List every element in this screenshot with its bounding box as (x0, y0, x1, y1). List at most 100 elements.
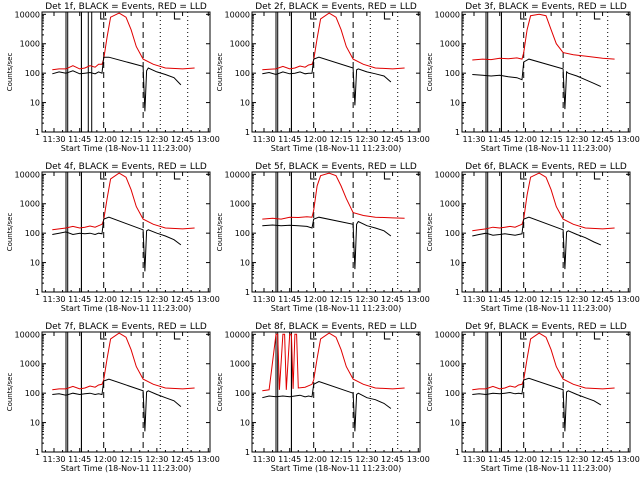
x-tick-label: 12:45 (591, 295, 614, 304)
lld-series-line (52, 332, 195, 391)
y-tick-label: 10 (240, 99, 250, 108)
x-tick-label: 12:00 (514, 295, 537, 304)
y-tick-label: 10 (30, 259, 40, 268)
y-tick-label: 10000 (15, 170, 40, 179)
y-tick-label: 100 (445, 389, 460, 398)
y-tick-label: 100 (445, 229, 460, 238)
events-series-line (262, 380, 392, 432)
y-tick-label: 10000 (225, 170, 250, 179)
y-tick-label: 100 (235, 229, 250, 238)
top-marker (593, 12, 601, 20)
x-axis-title: Start Time (18-Nov-11 11:23:00) (271, 304, 401, 313)
events-series-line (262, 216, 392, 270)
y-tick-label: 1000 (230, 200, 250, 209)
top-marker (173, 12, 181, 20)
x-tick-label: 11:30 (42, 295, 65, 304)
x-axis-title: Start Time (18-Nov-11 11:23:00) (481, 144, 611, 153)
x-tick-label: 12:15 (330, 135, 353, 144)
lld-series-line (262, 12, 405, 71)
top-marker (383, 332, 391, 340)
y-tick-label: 1000 (20, 200, 40, 209)
x-tick-label: 12:45 (381, 135, 404, 144)
lld-series-line (262, 172, 405, 220)
events-series-line (262, 56, 392, 106)
y-axis-title: Counts/sec (6, 53, 14, 92)
y-tick-label: 1 (35, 288, 40, 297)
y-axis-title: Counts/sec (6, 373, 14, 412)
top-marker (100, 332, 107, 340)
lld-series-line (52, 172, 195, 231)
x-tick-label: 12:45 (381, 295, 404, 304)
x-tick-label: 13:00 (407, 135, 430, 144)
x-tick-label: 11:45 (68, 295, 91, 304)
y-axis-title: Counts/sec (216, 213, 224, 252)
x-tick-label: 11:30 (252, 295, 275, 304)
x-tick-label: 12:15 (540, 135, 563, 144)
panel-title: Det 5f, BLACK = Events, RED = LLD (255, 162, 417, 172)
plot-frame (251, 171, 421, 293)
x-tick-label: 12:45 (591, 455, 614, 464)
events-series-line (472, 377, 602, 432)
x-tick-label: 12:30 (145, 135, 168, 144)
plot-frame (41, 171, 211, 293)
x-tick-label: 11:45 (278, 455, 301, 464)
x-tick-label: 11:30 (252, 135, 275, 144)
events-series-line (52, 216, 182, 272)
y-tick-label: 10 (240, 419, 250, 428)
y-tick-label: 100 (25, 229, 40, 238)
x-axis-title: Start Time (18-Nov-11 11:23:00) (271, 144, 401, 153)
y-tick-label: 100 (25, 69, 40, 78)
x-tick-label: 11:45 (68, 135, 91, 144)
top-marker (100, 172, 107, 180)
y-tick-label: 1000 (440, 360, 460, 369)
x-tick-label: 12:45 (171, 455, 194, 464)
panel-title: Det 9f, BLACK = Events, RED = LLD (465, 322, 627, 332)
y-tick-label: 10000 (435, 10, 460, 19)
panel-title: Det 3f, BLACK = Events, RED = LLD (465, 2, 627, 12)
plot-frame (41, 11, 211, 133)
y-tick-label: 1 (245, 128, 250, 137)
y-tick-label: 10 (450, 99, 460, 108)
x-tick-label: 12:00 (514, 135, 537, 144)
plot-frame (461, 11, 631, 133)
x-tick-label: 11:45 (488, 135, 511, 144)
y-tick-label: 1 (245, 448, 250, 457)
x-axis-title: Start Time (18-Nov-11 11:23:00) (61, 304, 191, 313)
top-marker (383, 172, 391, 180)
y-tick-label: 10000 (435, 330, 460, 339)
x-tick-label: 12:45 (171, 135, 194, 144)
x-tick-label: 11:30 (462, 295, 485, 304)
panel-title: Det 6f, BLACK = Events, RED = LLD (465, 162, 627, 172)
x-tick-label: 12:30 (145, 295, 168, 304)
y-tick-label: 10000 (225, 10, 250, 19)
x-tick-label: 12:15 (120, 455, 143, 464)
x-tick-label: 13:00 (197, 295, 220, 304)
top-marker (593, 172, 601, 180)
panel-title: Det 1f, BLACK = Events, RED = LLD (45, 2, 207, 12)
panel-2: Det 2f, BLACK = Events, RED = LLD 11:30 1 1… (216, 2, 430, 153)
y-tick-label: 1000 (440, 200, 460, 209)
events-series-line (52, 378, 182, 432)
x-tick-label: 13:00 (617, 455, 640, 464)
x-tick-label: 12:30 (565, 455, 588, 464)
panel-title: Det 2f, BLACK = Events, RED = LLD (255, 2, 417, 12)
x-tick-label: 12:15 (540, 455, 563, 464)
x-tick-label: 11:30 (42, 135, 65, 144)
x-tick-label: 12:30 (355, 455, 378, 464)
x-tick-label: 13:00 (617, 295, 640, 304)
x-tick-label: 11:45 (488, 295, 511, 304)
lld-series-line (262, 332, 405, 392)
events-series-line (472, 58, 602, 110)
x-tick-label: 12:00 (304, 135, 327, 144)
y-tick-label: 10 (240, 259, 250, 268)
x-axis-title: Start Time (18-Nov-11 11:23:00) (481, 304, 611, 313)
y-axis-title: Counts/sec (216, 53, 224, 92)
panel-title: Det 7f, BLACK = Events, RED = LLD (45, 322, 207, 332)
x-tick-label: 12:00 (304, 295, 327, 304)
y-tick-label: 1 (35, 128, 40, 137)
x-axis-title: Start Time (18-Nov-11 11:23:00) (61, 144, 191, 153)
